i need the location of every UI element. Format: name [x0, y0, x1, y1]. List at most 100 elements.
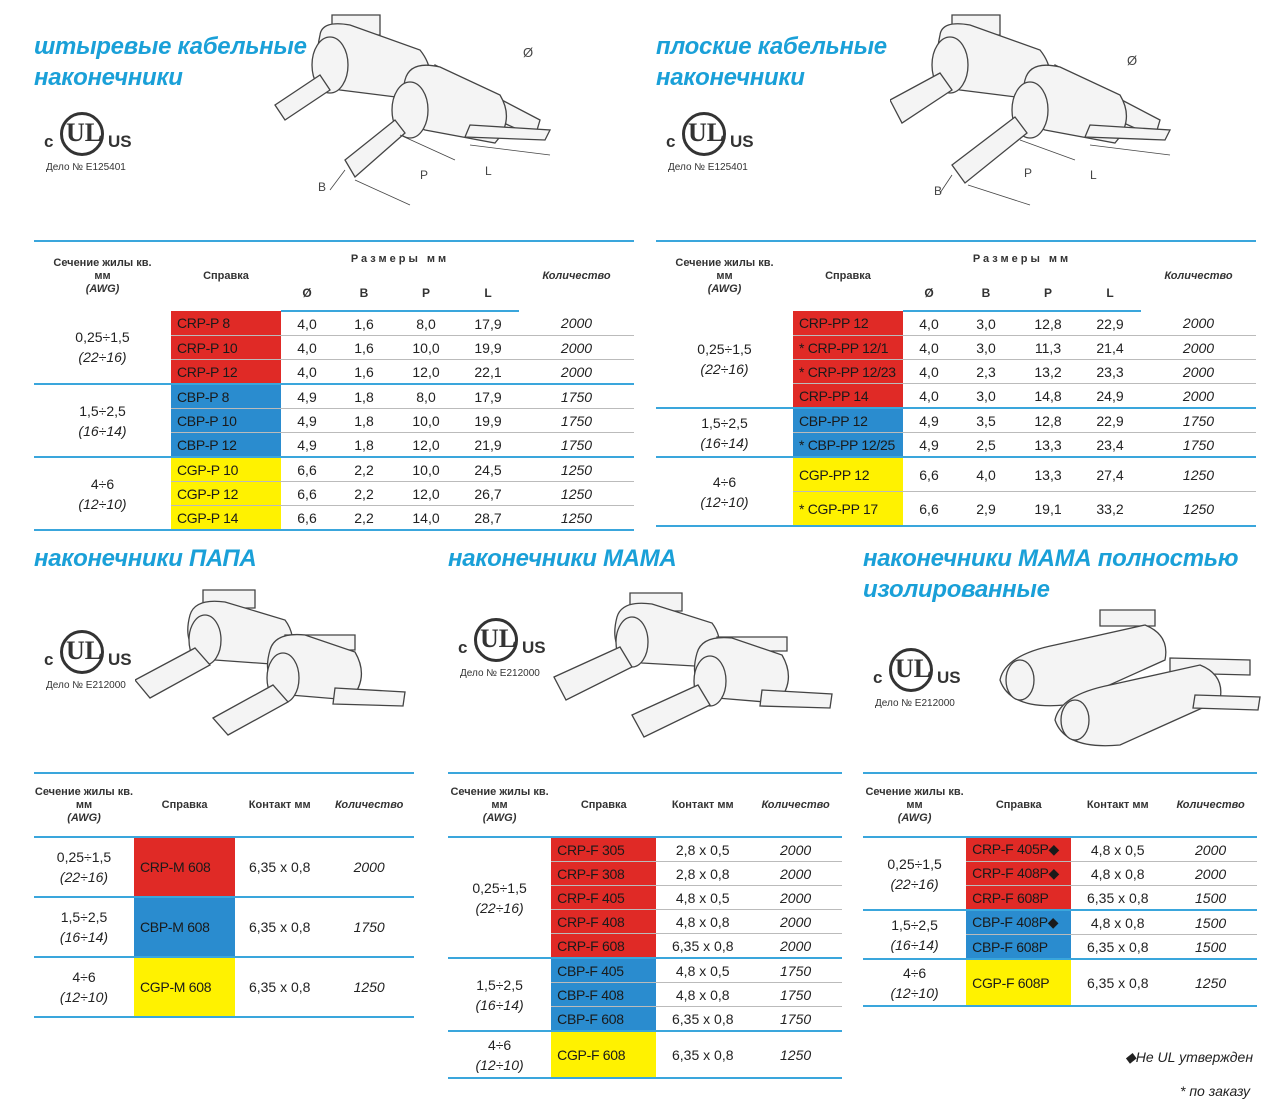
ul-c-mark: c	[873, 668, 883, 687]
product-code: CRP-F 305	[551, 837, 657, 862]
ul-logo-flat: c UL US Дело № E125401	[656, 112, 766, 182]
table-row: CRP-P 10 4,0 1,6 10,0 19,9 2000	[34, 335, 634, 360]
ul-c-mark: c	[666, 132, 676, 151]
section-cell: 1,5÷2,5 (16÷14)	[34, 897, 134, 958]
section-awg: (12÷10)	[890, 984, 939, 1001]
table-row: 1,5÷2,5 (16÷14) CBP-M 608 6,35 x 0,8 1750	[34, 897, 414, 958]
section-mm: 1,5÷2,5	[60, 909, 108, 925]
table-row: * CBP-PP 12/25 4,9 2,5 13,3 23,4 1750	[656, 432, 1256, 458]
qty-value: 1750	[749, 982, 842, 1007]
table-row: 4÷6 (12÷10) CGP-M 608 6,35 x 0,8 1250	[34, 957, 414, 1018]
dim-b-value: 2,5	[955, 432, 1017, 458]
table-row: CGP-P 14 6,6 2,2 14,0 28,7 1250	[34, 505, 634, 531]
product-code: CRP-F 408	[551, 909, 657, 934]
product-code: CBP-P 12	[171, 432, 281, 458]
dim-p-label: P	[1024, 166, 1032, 180]
table-row: * CRP-PP 12/23 4,0 2,3 13,2 23,3 2000	[656, 359, 1256, 384]
qty-value: 1750	[519, 408, 634, 433]
dim-l-value: 26,7	[457, 481, 519, 506]
dim-diameter-label: Ø	[523, 45, 533, 60]
pin-terminal-drawing: Ø B P L	[274, 14, 552, 206]
section-awg: (22÷16)	[475, 899, 524, 916]
ul-case-number: Дело № E125401	[668, 162, 748, 173]
dim-d-value: 4,0	[281, 359, 333, 385]
ul-mark: UL	[66, 636, 103, 665]
header-contact: Контакт мм	[656, 772, 750, 838]
qty-value: 1750	[749, 958, 842, 983]
table-row: * CGP-PP 17 6,6 2,9 19,1 33,2 1250	[656, 491, 1256, 527]
section-mm: 4÷6	[487, 1036, 512, 1053]
product-code: CGP-F 608P	[966, 959, 1072, 1007]
section-awg: (16÷14)	[700, 434, 749, 451]
dim-p-value: 14,8	[1017, 383, 1079, 409]
dim-b-value: 1,8	[333, 432, 395, 458]
dim-b-value: 4,0	[955, 457, 1017, 492]
table-row: CBP-P 10 4,9 1,8 10,0 19,9 1750	[34, 408, 634, 433]
table-row: 1,5÷2,5 (16÷14) CBP-P 8 4,9 1,8 8,0 17,9 1750	[34, 384, 634, 458]
table-row: 0,25÷1,5 (22÷16) CRP-F 305 2,8 x 0,5 2000	[448, 837, 842, 959]
ul-logo-female-ins: c UL US Дело № E212000	[863, 648, 973, 718]
female-spec-table: Сечение жилы кв. мм (AWG) Справка Контакт м…	[448, 772, 842, 1079]
section-mm: 1,5÷2,5	[476, 976, 523, 993]
header-qty: Количество	[519, 240, 634, 311]
table-row: 4÷6 (12÷10) CGP-F 608 6,35 x 0,8 1250	[448, 1031, 842, 1079]
contact-value: 4,8 x 0,8	[656, 909, 750, 934]
qty-value: 2000	[1141, 359, 1256, 384]
dim-l-value: 33,2	[1079, 491, 1141, 527]
female-ins-title-line1: наконечники МАМА полностью	[863, 545, 1239, 572]
product-code: CBP-F 608P	[966, 934, 1072, 960]
header-dim-p: P	[1017, 276, 1079, 312]
dim-b-value: 1,8	[333, 384, 395, 409]
section-mm: 0,25÷1,5	[697, 341, 752, 357]
header-section: Сечение жилы кв. мм (AWG)	[863, 772, 967, 838]
section-awg: (22÷16)	[890, 875, 939, 892]
header-contact: Контакт мм	[1071, 772, 1165, 838]
ul-circle-icon	[889, 648, 933, 692]
pin-title-line2: наконечники	[34, 64, 183, 91]
section-awg: (16÷14)	[890, 936, 939, 953]
contact-value: 2,8 x 0,5	[656, 837, 750, 862]
ul-circle-icon	[682, 112, 726, 156]
section-awg: (12÷10)	[475, 1056, 524, 1073]
ul-us-mark: US	[730, 132, 754, 151]
qty-value: 1750	[1141, 432, 1256, 458]
table-row: 1,5÷2,5 (16÷14) CBP-PP 12 4,9 3,5 12,8 22,9 175…	[656, 408, 1256, 458]
ul-mark: UL	[66, 118, 103, 147]
section-cell: 4÷6 (12÷10)	[656, 457, 793, 527]
pin-title: штыревые кабельные наконечники	[34, 31, 307, 93]
table-row: 0,25÷1,5 (22÷16) CRP-P 8 4,0 1,6 8,0 17,9 2000	[34, 311, 634, 385]
qty-value: 1750	[749, 1006, 842, 1032]
male-spec-table: Сечение жилы кв. мм (AWG) Справка Контакт м…	[34, 772, 414, 1018]
section-mm: 4÷6	[90, 475, 115, 492]
ul-case-number: Дело № E212000	[46, 680, 126, 691]
male-terminal-drawing	[135, 589, 406, 736]
product-code: CRP-PP 12	[793, 311, 903, 336]
table-row: CBP-F 608 6,35 x 0,8 1750	[448, 1006, 842, 1032]
product-code: CBP-F 408P◆	[966, 910, 1072, 935]
header-ref: Справка	[551, 772, 657, 838]
flat-terminal-drawing: Ø B P L	[890, 14, 1172, 206]
dim-p-value: 10,0	[395, 457, 457, 482]
note-on-order: * по заказу	[1180, 1083, 1250, 1099]
contact-value: 6,35 x 0,8	[656, 933, 750, 959]
dim-p-value: 13,3	[1017, 432, 1079, 458]
dim-l-label: L	[485, 164, 492, 178]
header-section-label: Сечение жилы кв. мм	[865, 785, 964, 811]
dim-b-label: B	[934, 184, 942, 198]
section-awg: (12÷10)	[59, 989, 109, 1005]
qty-value: 1750	[519, 384, 634, 409]
female-ins-spec-table: Сечение жилы кв. мм (AWG) Справка Контакт м…	[863, 772, 1257, 1007]
product-code: * CRP-PP 12/1	[793, 335, 903, 360]
header-section-label: Сечение жилы кв. мм	[450, 785, 549, 811]
contact-value: 4,8 x 0,5	[1071, 837, 1165, 862]
section-mm: 0,25÷1,5	[56, 849, 112, 865]
qty-value: 1750	[519, 432, 634, 458]
section-mm: 1,5÷2,5	[701, 414, 748, 431]
dim-p-value: 8,0	[395, 311, 457, 336]
header-ref: Справка	[134, 772, 236, 838]
table-row: 0,25÷1,5 (22÷16) CRP-PP 12 4,0 3,0 12,8 22,9 20…	[656, 311, 1256, 409]
product-code: * CBP-PP 12/25	[793, 432, 903, 458]
table-row: CRP-F 408P◆ 4,8 x 0,8 2000	[863, 861, 1257, 886]
section-awg: (16÷14)	[59, 929, 109, 945]
dim-l-value: 24,5	[457, 457, 519, 482]
